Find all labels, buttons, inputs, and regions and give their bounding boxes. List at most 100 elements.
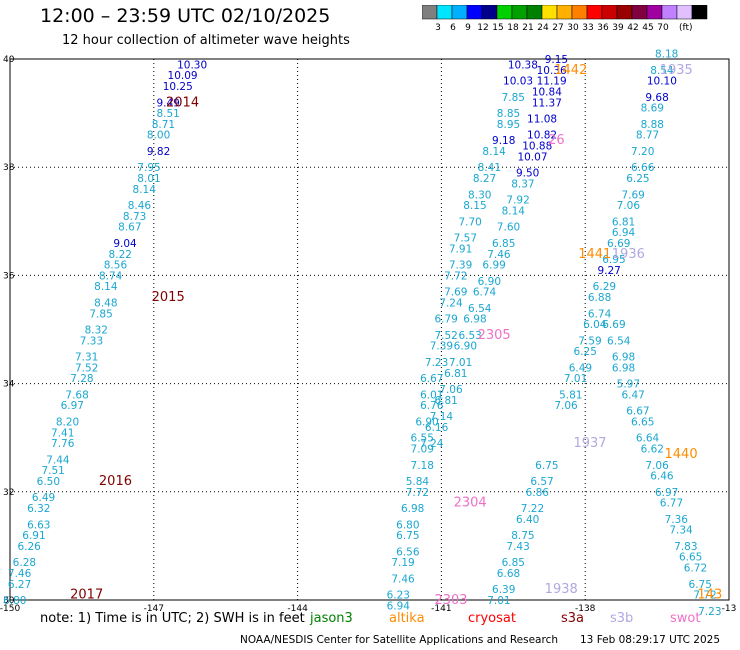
wave-height-label: 7.44: [46, 454, 70, 466]
pass-time-label: 1442: [554, 63, 587, 78]
wave-height-label: 8.14: [502, 205, 526, 217]
pass-time-label: 2304: [454, 496, 487, 511]
wave-height-label: 7.60: [497, 222, 520, 234]
wave-height-label: 10.03: [503, 76, 533, 88]
y-tick-label: 36: [3, 271, 15, 281]
wave-height-label: 8.27: [473, 173, 496, 185]
pass-time-label: 1440: [665, 447, 698, 462]
wave-height-label: 6.88: [588, 292, 611, 304]
wave-height-label: 6.81: [444, 368, 467, 380]
colorbar-tick-label: 18: [507, 23, 519, 33]
wave-height-label: 11.08: [527, 114, 557, 126]
wave-height-label: 6.75: [396, 530, 419, 542]
wave-height-label: 6.63: [27, 519, 50, 531]
wave-height-label: 11.37: [532, 97, 562, 109]
y-tick-label: 38: [3, 163, 15, 173]
wave-height-label: 7.51: [41, 465, 64, 477]
wave-height-label: 6.40: [516, 514, 539, 526]
colorbar-tick-label: 21: [522, 23, 533, 33]
legend-s3a: s3a: [561, 611, 585, 626]
wave-height-label: 6.64: [636, 433, 660, 445]
wave-height-label: 5.84: [406, 476, 430, 488]
wave-height-label: 9.68: [645, 92, 668, 104]
wave-height-label: 7.06: [439, 384, 463, 396]
wave-height-label: 8.73: [123, 211, 146, 223]
wave-height-label: 7.76: [51, 438, 75, 450]
wave-height-label: 7.28: [70, 373, 93, 385]
wave-height-label: 6.81: [434, 395, 457, 407]
colorbar-unit: (ft): [679, 23, 693, 33]
colorbar-tick-label: 36: [597, 23, 609, 33]
wave-height-label: 7.57: [454, 233, 477, 245]
wave-height-label: 10.84: [532, 86, 562, 98]
wave-height-label: 8.69: [641, 103, 664, 115]
chart-subtitle: 12 hour collection of altimeter wave hei…: [62, 33, 350, 48]
wave-height-label: 8.14: [133, 184, 157, 196]
wave-height-label: 8.37: [511, 178, 534, 190]
wave-height-label: 8.48: [94, 297, 117, 309]
wave-height-label: 8.56: [104, 260, 128, 272]
x-tick-label: -141: [431, 604, 451, 614]
colorbar-tick-label: 45: [642, 23, 653, 33]
wave-height-label: 6.94: [612, 227, 636, 239]
colorbar-tick-label: 9: [465, 23, 471, 33]
legend-swot: swot: [670, 611, 701, 626]
wave-height-label: 7.83: [674, 541, 697, 553]
colorbar-tick-label: 39: [612, 23, 624, 33]
pass-time-label: 2305: [478, 328, 511, 343]
wave-height-label: 7.19: [391, 557, 414, 569]
wave-height-label: 8.14: [482, 146, 506, 158]
wave-height-label: 8.41: [478, 162, 501, 174]
legend-cryosat: cryosat: [468, 611, 516, 626]
wave-height-label: 10.36: [537, 65, 567, 77]
colorbar-tick-label: 15: [492, 23, 503, 33]
wave-height-label: 6.27: [8, 579, 31, 591]
wave-height-label: 10.25: [163, 81, 193, 93]
wave-height-label: 6.90: [415, 416, 438, 428]
wave-height-label: 6.16: [425, 422, 449, 434]
wave-height-label: 6.50: [37, 476, 60, 488]
wave-height-label: 10.38: [508, 59, 538, 71]
pass-time-label: 2015: [152, 290, 185, 305]
wave-height-label: 6.46: [650, 471, 674, 483]
wave-height-label: 6.25: [626, 173, 649, 185]
generated-timestamp: 13 Feb 08:29:17 UTC 2025: [580, 634, 720, 646]
legend-s3b: s3b: [610, 611, 634, 626]
wave-height-label: 7.68: [65, 389, 88, 401]
wave-height-label: 6.29: [593, 281, 616, 293]
wave-height-label: 7.91: [449, 243, 472, 255]
wave-height-label: 8.71: [152, 119, 175, 131]
wave-height-label: 6.26: [17, 541, 41, 553]
wave-height-label: 6.67: [626, 406, 649, 418]
wave-height-label: 8.32: [85, 325, 108, 337]
wave-height-label: 8.54: [650, 65, 674, 77]
wave-height-label: 8.00: [147, 130, 170, 142]
wave-height-label: 7.22: [521, 503, 544, 515]
wave-height-label: 8.51: [156, 108, 179, 120]
wave-height-label: 7.95: [137, 162, 160, 174]
wave-height-label: 7.41: [51, 427, 74, 439]
wave-height-label: 6.49: [32, 492, 55, 504]
wave-height-label: 6.81: [612, 216, 635, 228]
pass-time-label: 2016: [99, 474, 132, 489]
wave-height-label: 7.85: [502, 92, 525, 104]
wave-height-label: 6.67: [420, 373, 443, 385]
wave-height-label: 5.81: [559, 389, 582, 401]
wave-height-label: 7.92: [506, 195, 529, 207]
wave-height-label: 8.22: [109, 249, 132, 261]
pass-time-label: 1441: [578, 247, 611, 262]
wave-height-label: 6.74: [588, 308, 612, 320]
wave-height-label: 11.19: [537, 76, 567, 88]
wave-height-label: 7.18: [411, 460, 434, 472]
wave-height-label: 7.69: [444, 287, 467, 299]
wave-height-label: 6.98: [401, 503, 424, 515]
wave-height-label: 9.04: [113, 238, 137, 250]
wave-height-label: 6.28: [13, 557, 36, 569]
wave-height-label: 6.97: [61, 400, 84, 412]
wave-height-label: 6.98: [463, 314, 486, 326]
wave-height-label: 7.46: [487, 249, 511, 261]
x-tick-label: -144: [287, 604, 308, 614]
wave-height-label: 8.14: [94, 281, 118, 293]
wave-height-label: 6.69: [607, 238, 630, 250]
wave-height-label: 7.20: [631, 146, 654, 158]
